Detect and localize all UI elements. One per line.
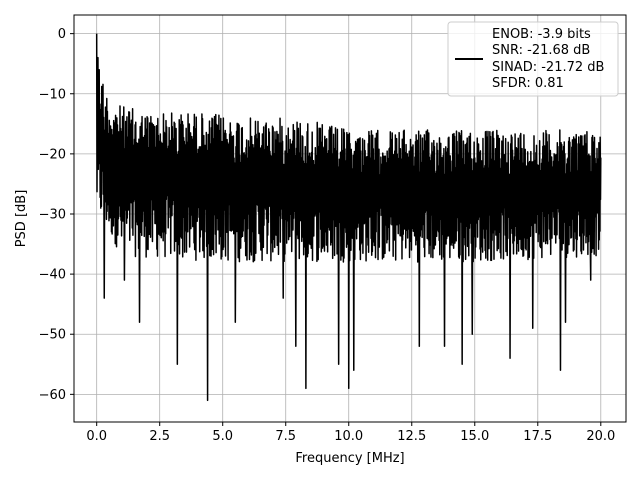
y-tick-label: −30 [39, 207, 66, 222]
y-axis: 0 −10 −20 −30 −40 −50 −60 [39, 27, 74, 403]
legend-entry-enob: ENOB: -3.9 bits [492, 27, 591, 42]
x-axis: 0.0 2.5 5.0 7.5 10.0 12.5 15.0 17.5 20.0 [86, 422, 615, 444]
x-tick-label: 20.0 [586, 429, 615, 444]
x-tick-label: 12.5 [397, 429, 426, 444]
y-tick-label: −40 [39, 268, 66, 283]
x-tick-label: 10.0 [334, 429, 363, 444]
x-axis-label: Frequency [MHz] [295, 451, 404, 466]
y-axis-label: PSD [dB] [14, 190, 29, 248]
y-tick-label: −60 [39, 388, 66, 403]
legend-entry-snr: SNR: -21.68 dB [492, 43, 590, 58]
legend-entry-sfdr: SFDR: 0.81 [492, 76, 564, 91]
y-tick-label: 0 [58, 27, 66, 42]
plot-area [95, 33, 602, 402]
axes-frame [73, 14, 627, 423]
legend: ENOB: -3.9 bits SNR: -21.68 dB SINAD: -2… [447, 21, 619, 97]
x-tick-label: 5.0 [212, 429, 233, 444]
psd-line [95, 33, 602, 402]
y-tick-label: −50 [39, 328, 66, 343]
x-tick-label: 17.5 [523, 429, 552, 444]
legend-entry-sinad: SINAD: -21.72 dB [492, 60, 604, 75]
x-tick-label: 2.5 [149, 429, 170, 444]
x-tick-label: 7.5 [275, 429, 296, 444]
y-tick-label: −20 [39, 147, 66, 162]
psd-series [95, 33, 602, 402]
legend-box [447, 21, 619, 97]
x-tick-label: 0.0 [86, 429, 107, 444]
x-tick-label: 15.0 [460, 429, 489, 444]
y-tick-label: −10 [39, 87, 66, 102]
